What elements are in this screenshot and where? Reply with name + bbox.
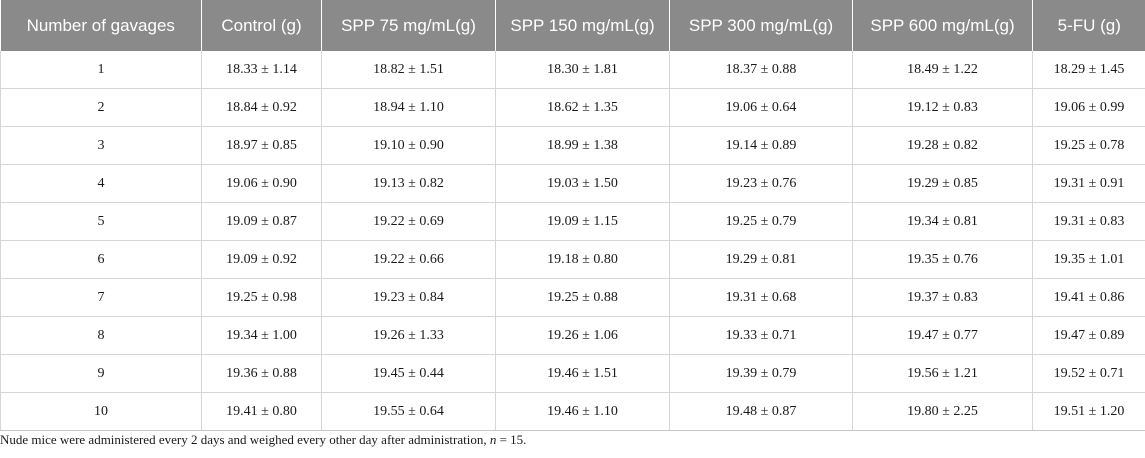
- cell-5fu: 19.25 ± 0.78: [1032, 126, 1145, 165]
- cell-gavage-number: 2: [0, 88, 202, 127]
- cell-spp-75: 19.13 ± 0.82: [321, 164, 496, 203]
- cell-gavage-number: 3: [0, 126, 202, 165]
- table-row: 3 18.97 ± 0.85 19.10 ± 0.90 18.99 ± 1.38…: [0, 126, 1145, 165]
- cell-spp-150: 19.46 ± 1.10: [495, 392, 670, 431]
- cell-spp-600: 19.29 ± 0.85: [852, 164, 1033, 203]
- table-row: 7 19.25 ± 0.98 19.23 ± 0.84 19.25 ± 0.88…: [0, 278, 1145, 317]
- cell-spp-600: 19.56 ± 1.21: [852, 354, 1033, 393]
- header-spp-150: SPP 150 mg/mL(g): [495, 0, 670, 51]
- cell-5fu: 19.51 ± 1.20: [1032, 392, 1145, 431]
- cell-gavage-number: 4: [0, 164, 202, 203]
- table-row: 4 19.06 ± 0.90 19.13 ± 0.82 19.03 ± 1.50…: [0, 164, 1145, 203]
- cell-spp-75: 19.26 ± 1.33: [321, 316, 496, 355]
- table-row: 8 19.34 ± 1.00 19.26 ± 1.33 19.26 ± 1.06…: [0, 316, 1145, 355]
- cell-control: 19.06 ± 0.90: [201, 164, 322, 203]
- cell-spp-150: 19.26 ± 1.06: [495, 316, 670, 355]
- cell-5fu: 19.35 ± 1.01: [1032, 240, 1145, 279]
- cell-spp-75: 18.82 ± 1.51: [321, 51, 496, 89]
- cell-control: 18.84 ± 0.92: [201, 88, 322, 127]
- body-weight-table: Number of gavages Control (g) SPP 75 mg/…: [0, 0, 1145, 431]
- cell-spp-150: 19.25 ± 0.88: [495, 278, 670, 317]
- cell-spp-150: 18.30 ± 1.81: [495, 51, 670, 89]
- cell-gavage-number: 1: [0, 51, 202, 89]
- cell-spp-300: 19.29 ± 0.81: [669, 240, 853, 279]
- cell-spp-300: 19.06 ± 0.64: [669, 88, 853, 127]
- cell-spp-300: 19.23 ± 0.76: [669, 164, 853, 203]
- cell-spp-150: 18.99 ± 1.38: [495, 126, 670, 165]
- cell-spp-300: 19.48 ± 0.87: [669, 392, 853, 431]
- table-row: 10 19.41 ± 0.80 19.55 ± 0.64 19.46 ± 1.1…: [0, 392, 1145, 431]
- cell-spp-300: 19.25 ± 0.79: [669, 202, 853, 241]
- cell-spp-150: 19.46 ± 1.51: [495, 354, 670, 393]
- cell-spp-300: 19.14 ± 0.89: [669, 126, 853, 165]
- cell-5fu: 19.41 ± 0.86: [1032, 278, 1145, 317]
- cell-spp-150: 19.18 ± 0.80: [495, 240, 670, 279]
- cell-spp-75: 19.22 ± 0.69: [321, 202, 496, 241]
- cell-control: 19.09 ± 0.92: [201, 240, 322, 279]
- cell-control: 19.36 ± 0.88: [201, 354, 322, 393]
- footnote-n-symbol: n: [489, 432, 497, 447]
- cell-spp-600: 19.35 ± 0.76: [852, 240, 1033, 279]
- cell-spp-600: 19.47 ± 0.77: [852, 316, 1033, 355]
- cell-spp-75: 19.45 ± 0.44: [321, 354, 496, 393]
- cell-5fu: 19.52 ± 0.71: [1032, 354, 1145, 393]
- data-table-wrapper: Number of gavages Control (g) SPP 75 mg/…: [0, 0, 1145, 431]
- cell-spp-600: 19.12 ± 0.83: [852, 88, 1033, 127]
- cell-spp-75: 19.10 ± 0.90: [321, 126, 496, 165]
- cell-spp-150: 19.03 ± 1.50: [495, 164, 670, 203]
- cell-5fu: 18.29 ± 1.45: [1032, 51, 1145, 89]
- table-row: 5 19.09 ± 0.87 19.22 ± 0.69 19.09 ± 1.15…: [0, 202, 1145, 241]
- header-control: Control (g): [201, 0, 322, 51]
- cell-spp-600: 19.80 ± 2.25: [852, 392, 1033, 431]
- cell-gavage-number: 6: [0, 240, 202, 279]
- cell-5fu: 19.31 ± 0.83: [1032, 202, 1145, 241]
- cell-5fu: 19.47 ± 0.89: [1032, 316, 1145, 355]
- cell-gavage-number: 10: [0, 392, 202, 431]
- cell-spp-300: 19.39 ± 0.79: [669, 354, 853, 393]
- footnote-text: Nude mice were administered every 2 days…: [0, 432, 490, 447]
- cell-spp-600: 18.49 ± 1.22: [852, 51, 1033, 89]
- cell-gavage-number: 9: [0, 354, 202, 393]
- table-row: 2 18.84 ± 0.92 18.94 ± 1.10 18.62 ± 1.35…: [0, 88, 1145, 127]
- table-footnote: Nude mice were administered every 2 days…: [0, 432, 526, 448]
- table-row: 9 19.36 ± 0.88 19.45 ± 0.44 19.46 ± 1.51…: [0, 354, 1145, 393]
- cell-spp-300: 18.37 ± 0.88: [669, 51, 853, 89]
- header-spp-300: SPP 300 mg/mL(g): [669, 0, 853, 51]
- header-gavages: Number of gavages: [0, 0, 202, 51]
- cell-spp-600: 19.37 ± 0.83: [852, 278, 1033, 317]
- cell-5fu: 19.31 ± 0.91: [1032, 164, 1145, 203]
- table-header-row: Number of gavages Control (g) SPP 75 mg/…: [0, 0, 1145, 51]
- cell-spp-150: 18.62 ± 1.35: [495, 88, 670, 127]
- header-5fu: 5-FU (g): [1032, 0, 1145, 51]
- header-spp-600: SPP 600 mg/mL(g): [852, 0, 1033, 51]
- cell-spp-300: 19.31 ± 0.68: [669, 278, 853, 317]
- cell-spp-75: 18.94 ± 1.10: [321, 88, 496, 127]
- cell-spp-150: 19.09 ± 1.15: [495, 202, 670, 241]
- cell-spp-75: 19.55 ± 0.64: [321, 392, 496, 431]
- cell-control: 19.41 ± 0.80: [201, 392, 322, 431]
- cell-spp-300: 19.33 ± 0.71: [669, 316, 853, 355]
- cell-spp-600: 19.28 ± 0.82: [852, 126, 1033, 165]
- cell-control: 19.34 ± 1.00: [201, 316, 322, 355]
- cell-control: 19.09 ± 0.87: [201, 202, 322, 241]
- cell-spp-75: 19.22 ± 0.66: [321, 240, 496, 279]
- cell-spp-600: 19.34 ± 0.81: [852, 202, 1033, 241]
- cell-gavage-number: 5: [0, 202, 202, 241]
- table-row: 6 19.09 ± 0.92 19.22 ± 0.66 19.18 ± 0.80…: [0, 240, 1145, 279]
- cell-gavage-number: 7: [0, 278, 202, 317]
- table-row: 1 18.33 ± 1.14 18.82 ± 1.51 18.30 ± 1.81…: [0, 51, 1145, 89]
- cell-gavage-number: 8: [0, 316, 202, 355]
- cell-control: 18.97 ± 0.85: [201, 126, 322, 165]
- cell-spp-75: 19.23 ± 0.84: [321, 278, 496, 317]
- cell-5fu: 19.06 ± 0.99: [1032, 88, 1145, 127]
- header-spp-75: SPP 75 mg/mL(g): [321, 0, 496, 51]
- footnote-n-value: = 15.: [496, 432, 527, 447]
- cell-control: 19.25 ± 0.98: [201, 278, 322, 317]
- cell-control: 18.33 ± 1.14: [201, 51, 322, 89]
